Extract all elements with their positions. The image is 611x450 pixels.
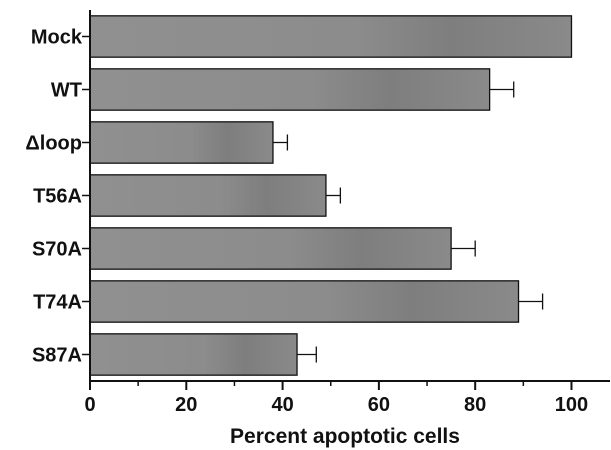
x-tick-label-20: 20 — [175, 394, 197, 416]
category-label-4: T56A — [33, 186, 82, 208]
bar-6 — [89, 280, 520, 323]
category-label-3: Δloop — [25, 133, 82, 155]
x-tick-label-100: 100 — [555, 394, 588, 416]
axes-layer — [82, 10, 610, 390]
category-label-2: WT — [51, 80, 82, 102]
bar-4 — [89, 174, 327, 217]
x-tick-label-80: 80 — [464, 394, 486, 416]
bar-2 — [89, 68, 491, 111]
labels-layer: Mock WT Δloop T56A S70A T74A S87A 0 20 40 60 80 100 — [25, 27, 588, 417]
x-axis-title: Percent apoptotic cells — [230, 425, 460, 448]
x-tick-label-40: 40 — [271, 394, 293, 416]
category-label-5: S70A — [32, 239, 82, 261]
category-label-6: T74A — [33, 292, 82, 314]
bar-7 — [89, 333, 298, 376]
bar-5 — [89, 227, 452, 270]
category-label-1: Mock — [31, 27, 83, 49]
bar-1 — [89, 15, 573, 58]
bars-layer — [89, 15, 573, 376]
category-label-7: S87A — [32, 345, 82, 367]
x-tick-label-0: 0 — [84, 394, 95, 416]
x-tick-label-60: 60 — [368, 394, 390, 416]
bar-3 — [89, 121, 274, 164]
